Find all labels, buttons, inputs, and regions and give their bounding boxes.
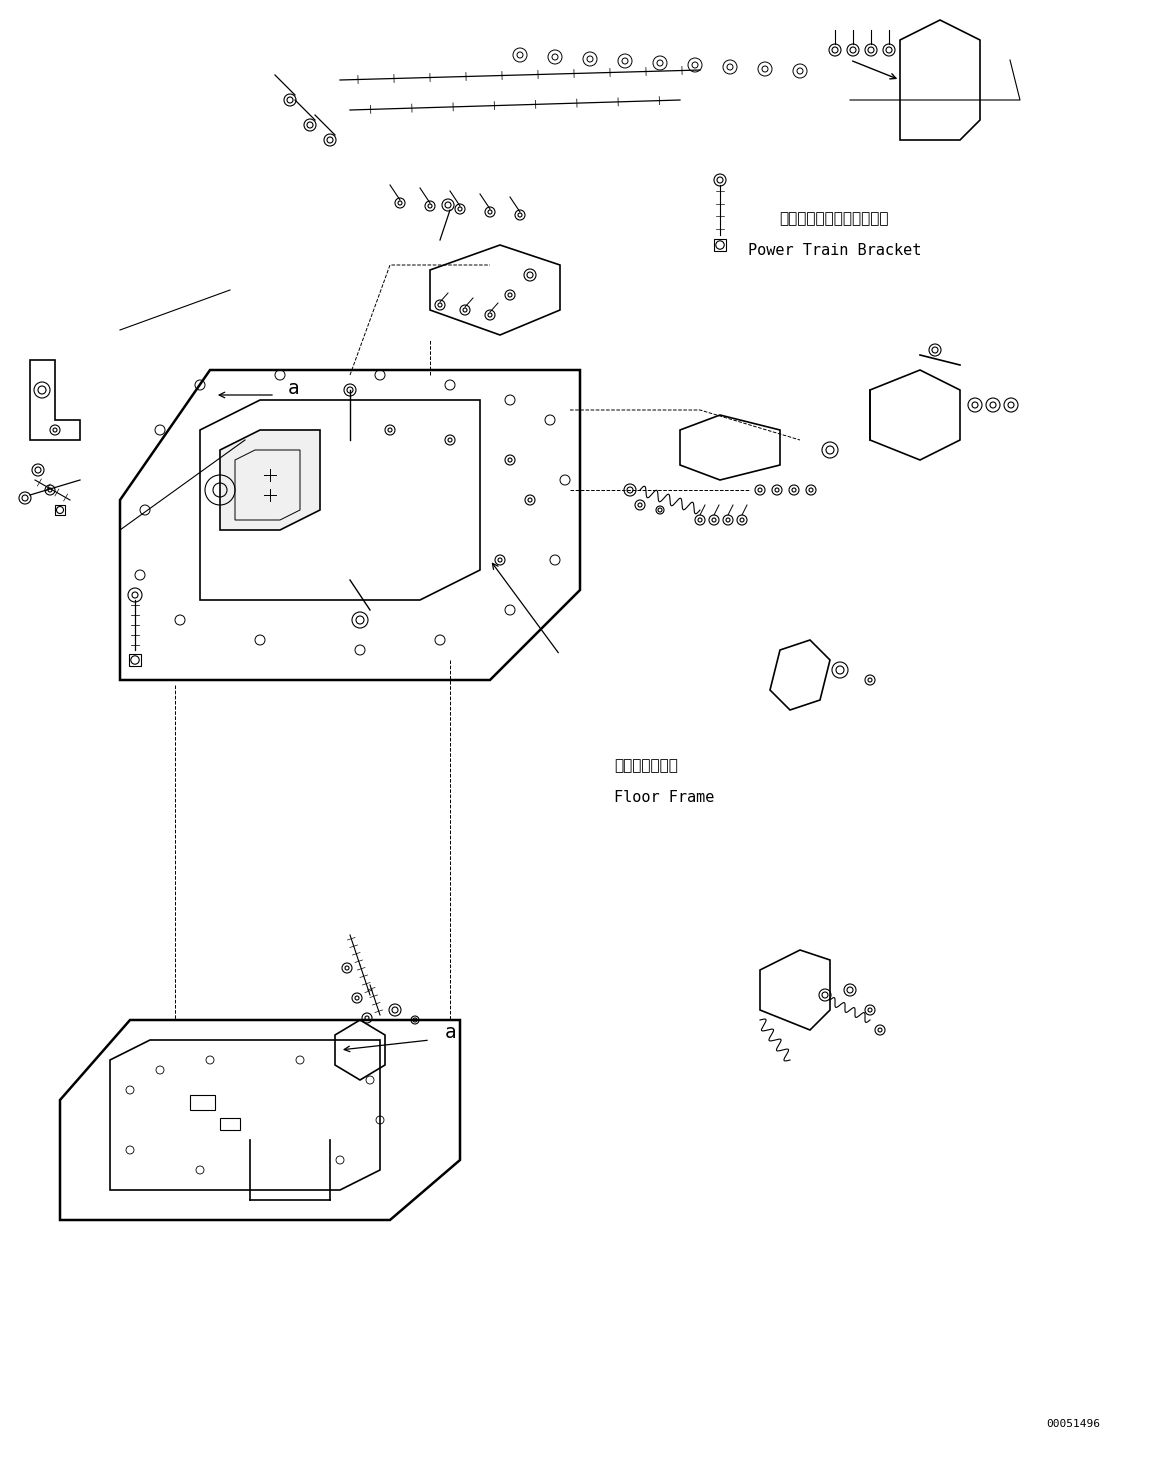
Text: a: a xyxy=(445,1023,457,1042)
Polygon shape xyxy=(220,430,320,530)
Bar xyxy=(714,239,726,251)
Text: 00051496: 00051496 xyxy=(1047,1420,1100,1428)
Text: フロアフレーム: フロアフレーム xyxy=(614,759,678,773)
Text: パワートレインブラケット: パワートレインブラケット xyxy=(780,212,889,226)
Text: a: a xyxy=(287,378,300,397)
Bar xyxy=(54,505,65,515)
Text: Floor Frame: Floor Frame xyxy=(614,791,715,805)
Text: Power Train Bracket: Power Train Bracket xyxy=(748,244,921,258)
Bar xyxy=(220,1118,240,1131)
Bar xyxy=(129,654,141,665)
Bar xyxy=(190,1096,216,1110)
